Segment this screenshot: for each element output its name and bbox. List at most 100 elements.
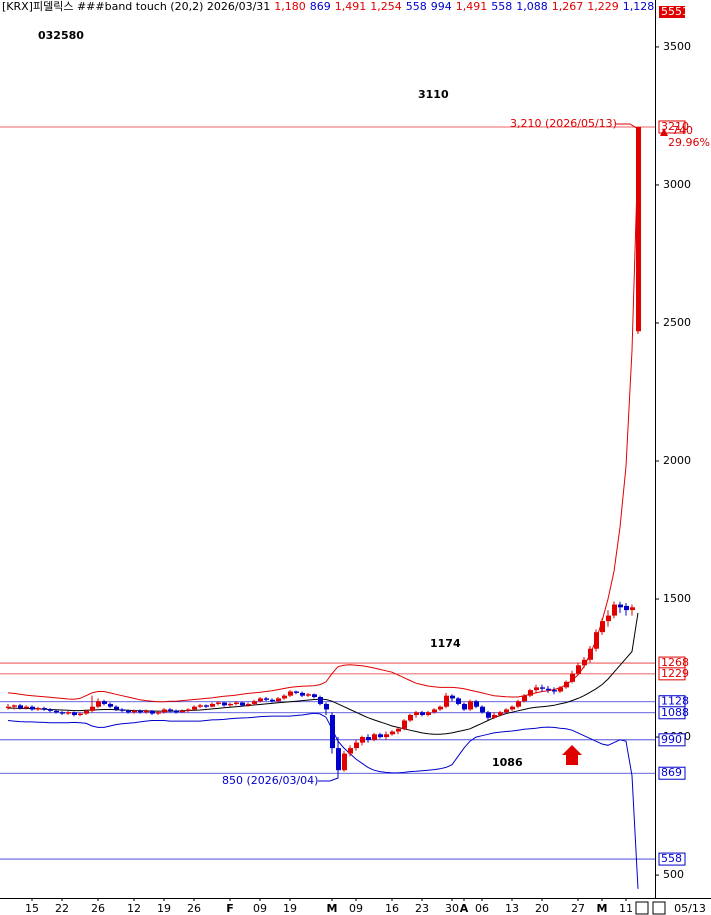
candle-body: [462, 703, 467, 710]
candle-body: [72, 712, 77, 715]
level-label: 1088: [661, 706, 689, 719]
candle-body: [372, 734, 377, 740]
candle-body: [270, 699, 275, 702]
candle-body: [60, 712, 65, 714]
change-pct-label: 29.96%: [668, 136, 710, 149]
candle-body: [342, 753, 347, 771]
candle-body: [486, 712, 491, 718]
candle-body: [630, 607, 635, 611]
candle-body: [438, 706, 443, 710]
candle-body: [102, 701, 107, 704]
candle-body: [276, 698, 281, 702]
header-item: 869: [310, 0, 331, 13]
level-label: 990: [661, 733, 682, 746]
candle-body: [114, 706, 119, 710]
candle-body: [84, 710, 89, 714]
level-label: 869: [661, 766, 682, 779]
candle-body: [192, 706, 197, 710]
level-label: 3210: [661, 120, 689, 133]
tool-icon[interactable]: [635, 901, 649, 915]
candle-body: [180, 710, 185, 713]
zoom-icon[interactable]: [652, 901, 666, 915]
y-tick-label: 2000: [663, 454, 691, 467]
candle-body: [354, 742, 359, 749]
level-box: [658, 667, 686, 681]
candle-body: [42, 708, 47, 710]
level-box: [658, 706, 686, 720]
candle-body: [132, 710, 137, 713]
header-item: 1,267: [552, 0, 584, 13]
high-pointer: [616, 123, 639, 130]
candle-body: [600, 621, 605, 633]
header-item: 1,229: [587, 0, 619, 13]
header-item: 558: [406, 0, 427, 13]
candle-body: [348, 748, 353, 754]
annotation: 1174: [430, 637, 461, 650]
level-box: [658, 120, 686, 134]
candle-body: [534, 687, 539, 691]
candle-body: [282, 695, 287, 699]
candle-body: [24, 706, 29, 709]
header-item: 1,491: [456, 0, 488, 13]
candle-body: [366, 737, 371, 740]
candle-body: [144, 710, 149, 713]
y-tick-label: 3500: [663, 40, 691, 53]
candle-body: [552, 690, 557, 692]
candle-body: [576, 665, 581, 674]
candle-body: [582, 659, 587, 666]
candle-body: [390, 731, 395, 735]
x-tick-label: M: [597, 902, 608, 915]
candle-body: [48, 709, 53, 711]
x-tick-label: 22: [55, 902, 69, 915]
candle-body: [234, 702, 239, 704]
candle-body: [30, 706, 35, 710]
candle-body: [174, 710, 179, 713]
high-label: 3,210 (2026/05/13): [510, 117, 617, 130]
candle-body: [12, 705, 17, 707]
candle-body: [240, 702, 245, 706]
level-label: 558: [661, 852, 682, 865]
candle-body: [570, 673, 575, 682]
level-label: 1268: [661, 656, 689, 669]
change-label: 740: [672, 124, 693, 137]
candle-body: [198, 705, 203, 707]
candle-body: [264, 698, 269, 700]
level-box: [658, 852, 686, 866]
candle-body: [168, 709, 173, 711]
x-tick-label: 19: [283, 902, 297, 915]
level-label: 1128: [661, 695, 689, 708]
candle-body: [36, 708, 41, 710]
candle-body: [6, 706, 11, 709]
candle-body: [546, 688, 551, 691]
candle-body: [396, 728, 401, 732]
candle-body: [312, 694, 317, 698]
x-tick-label: A: [460, 902, 469, 915]
candle-body: [624, 605, 629, 611]
candle-body: [216, 702, 221, 704]
candle-body: [402, 720, 407, 729]
candle-body: [420, 712, 425, 715]
candle-body: [510, 706, 515, 710]
header-item: [KRX]피델릭스 ###band touch (20,2) 2026/03/3…: [2, 0, 270, 13]
candle-body: [78, 713, 83, 715]
candle-body: [336, 748, 341, 771]
x-tick-label: F: [226, 902, 234, 915]
x-tick-label: 06: [475, 902, 489, 915]
top-box: [659, 6, 685, 18]
candle-body: [156, 712, 161, 714]
candle-body: [324, 703, 329, 710]
candle-body: [330, 714, 335, 749]
candle-body: [612, 604, 617, 616]
candle-body: [294, 691, 299, 693]
top-box-label: 5551: [661, 5, 689, 18]
candle-body: [384, 734, 389, 738]
candle-body: [318, 697, 323, 704]
candle-body: [588, 648, 593, 660]
candle-body: [480, 706, 485, 713]
candle-body: [516, 701, 521, 707]
level-box: [658, 733, 686, 747]
level-box: [658, 766, 686, 780]
candle-body: [492, 714, 497, 718]
